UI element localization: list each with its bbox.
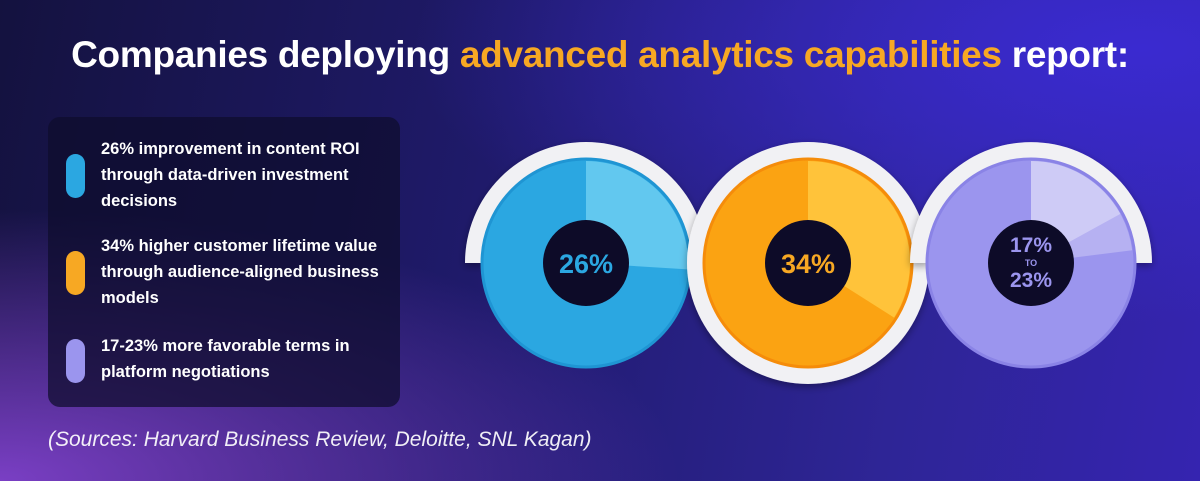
donut-1-center bbox=[543, 220, 629, 306]
title-highlight: advanced analytics capabilities bbox=[459, 34, 1002, 75]
donut-3-label-bottom: 23% bbox=[1010, 269, 1052, 292]
title-prefix: Companies deploying bbox=[71, 34, 450, 75]
donut-3-label-top: 17% bbox=[1010, 234, 1052, 257]
legend-pill-lavender bbox=[66, 339, 85, 383]
page-title: Companies deploying advanced analytics c… bbox=[0, 34, 1200, 76]
legend-text: 34% higher customer lifetime value throu… bbox=[101, 237, 379, 307]
sources-note: (Sources: Harvard Business Review, Deloi… bbox=[48, 428, 592, 451]
donut-3-label-mid: TO bbox=[1025, 258, 1037, 268]
donut-3-center bbox=[988, 220, 1074, 306]
donut-chart-2: 34% bbox=[687, 142, 929, 384]
legend-pill-orange bbox=[66, 251, 85, 295]
donut-2-center bbox=[765, 220, 851, 306]
title-suffix: report: bbox=[1011, 34, 1129, 75]
legend-text: 26% improvement in content ROI through d… bbox=[101, 140, 360, 210]
donut-chart-1: 26% bbox=[465, 142, 707, 369]
donut-1-frame-arc bbox=[465, 142, 707, 263]
legend-panel: 26% improvement in content ROI through d… bbox=[48, 117, 400, 407]
donut-3-frame-arc bbox=[910, 142, 1152, 263]
donut-1-label: 26% bbox=[559, 249, 613, 279]
donut-chart-3: 17% TO 23% bbox=[910, 142, 1152, 369]
donut-2-label: 34% bbox=[781, 249, 835, 279]
legend-pill-blue bbox=[66, 154, 85, 198]
legend-text: 17-23% more favorable terms in platform … bbox=[101, 337, 350, 381]
